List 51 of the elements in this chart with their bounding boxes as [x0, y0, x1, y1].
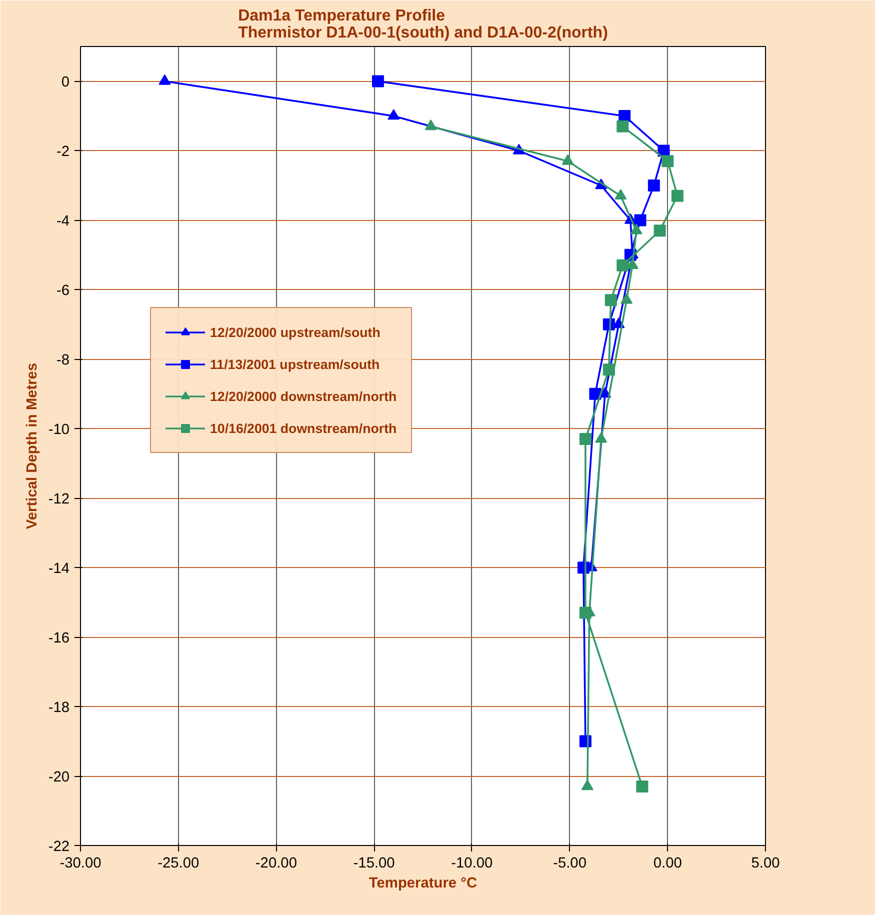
point — [595, 432, 608, 443]
y-tick-label: 0 — [61, 74, 70, 91]
y-tick-label: -2 — [56, 144, 70, 160]
point — [579, 606, 592, 619]
point — [620, 293, 633, 304]
legend-label: 12/20/2000 upstream/south — [210, 324, 380, 340]
y-tick-label: -18 — [48, 700, 70, 716]
x-tick-label: -30.00 — [60, 856, 102, 872]
point — [648, 179, 660, 192]
y-tick-label: -12 — [48, 492, 70, 508]
legend-label: 10/16/2001 downstream/north — [210, 420, 397, 436]
x-tick-label: -20.00 — [255, 856, 297, 872]
x-tick-label: -25.00 — [158, 856, 200, 872]
y-tick-label: -16 — [48, 630, 70, 647]
point — [424, 120, 437, 130]
point — [616, 120, 629, 132]
x-tick-label: -10.00 — [451, 856, 493, 872]
point — [388, 109, 400, 120]
point — [616, 259, 629, 272]
point — [630, 224, 642, 234]
x-tick-label: 0.00 — [653, 856, 682, 872]
point — [614, 189, 627, 200]
y-axis-title: Vertical Depth in Metres — [24, 362, 40, 530]
point — [589, 388, 602, 400]
y-tick-label: -4 — [56, 214, 70, 230]
y-tick-label: -14 — [48, 561, 70, 578]
x-tick-label: -5.00 — [553, 856, 586, 872]
legend-label: 12/20/2000 downstream/north — [210, 388, 397, 404]
y-tick-label: -6 — [56, 283, 70, 300]
x-tick-label: -15.00 — [353, 856, 395, 872]
y-tick-label: -22 — [48, 839, 70, 855]
y-tick-label: -20 — [48, 770, 70, 786]
y-tick-label: -10 — [48, 422, 70, 438]
point — [634, 214, 646, 226]
point — [662, 155, 674, 168]
point — [602, 364, 615, 376]
chart-title: Dam1a Temperature Profile Thermistor D1A-00-1(south) and D1A-00-2(north) — [238, 8, 608, 42]
point — [618, 110, 631, 122]
point — [654, 224, 666, 237]
point — [581, 780, 594, 790]
point — [671, 190, 684, 202]
point — [372, 75, 384, 88]
point — [604, 294, 617, 306]
legend-label: 11/13/2001 upstream/south — [210, 356, 380, 372]
point — [579, 433, 592, 446]
point — [158, 74, 171, 85]
y-tick-label: -8 — [56, 352, 70, 369]
x-axis-title: Temperature °C — [368, 876, 478, 892]
point — [636, 780, 648, 792]
point — [562, 154, 574, 165]
x-tick-label: 5.00 — [751, 856, 780, 872]
